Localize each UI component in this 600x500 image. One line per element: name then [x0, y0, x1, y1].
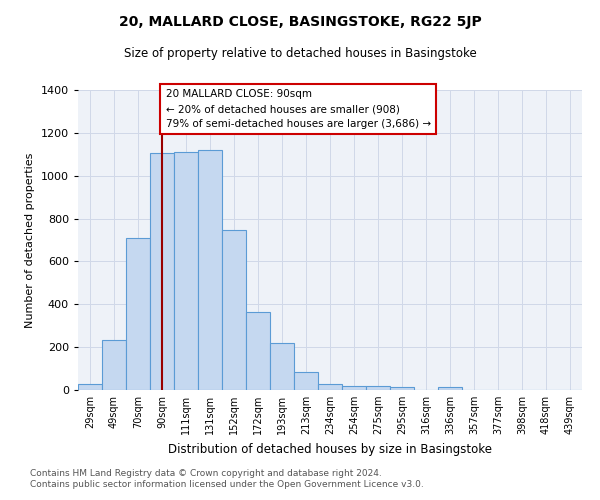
Bar [126, 238, 150, 390]
Bar [150, 153, 174, 390]
Bar [390, 387, 414, 390]
Bar [222, 230, 246, 390]
Text: Contains HM Land Registry data © Crown copyright and database right 2024.: Contains HM Land Registry data © Crown c… [30, 468, 382, 477]
X-axis label: Distribution of detached houses by size in Basingstoke: Distribution of detached houses by size … [168, 442, 492, 456]
Bar [246, 312, 270, 390]
Bar [270, 343, 294, 390]
Bar [294, 372, 318, 390]
Bar [318, 384, 342, 390]
Y-axis label: Number of detached properties: Number of detached properties [25, 152, 35, 328]
Bar [102, 340, 126, 390]
Text: Contains public sector information licensed under the Open Government Licence v3: Contains public sector information licen… [30, 480, 424, 489]
Bar [198, 150, 222, 390]
Text: 20 MALLARD CLOSE: 90sqm
← 20% of detached houses are smaller (908)
79% of semi-d: 20 MALLARD CLOSE: 90sqm ← 20% of detache… [166, 90, 431, 129]
Bar [78, 384, 102, 390]
Text: 20, MALLARD CLOSE, BASINGSTOKE, RG22 5JP: 20, MALLARD CLOSE, BASINGSTOKE, RG22 5JP [119, 15, 481, 29]
Bar [366, 386, 390, 390]
Bar [342, 386, 366, 390]
Text: Size of property relative to detached houses in Basingstoke: Size of property relative to detached ho… [124, 48, 476, 60]
Bar [174, 152, 198, 390]
Bar [438, 387, 462, 390]
